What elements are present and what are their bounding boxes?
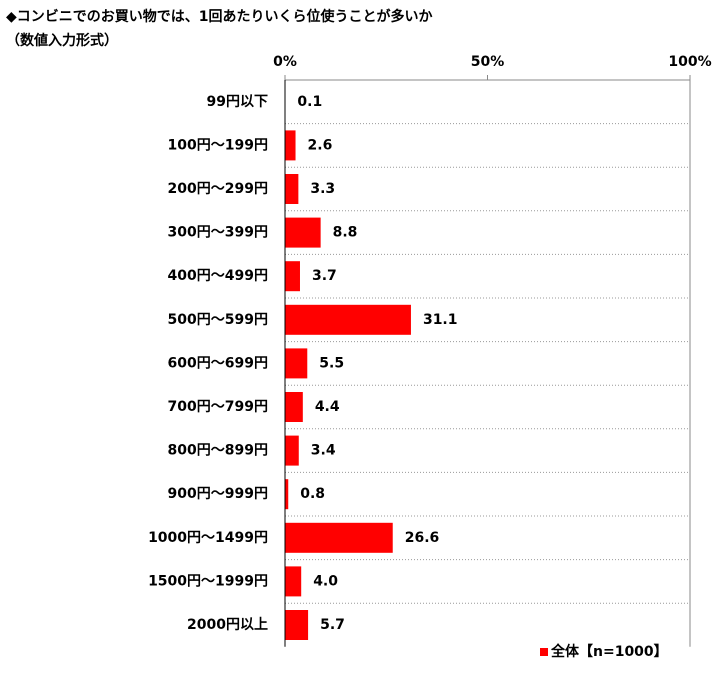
y-tick-label: 2000円以上 [187, 617, 268, 633]
value-label: 31.1 [423, 312, 458, 328]
y-tick-label: 300円～399円 [168, 225, 268, 241]
value-label: 0.8 [300, 486, 325, 502]
x-tick-label: 0% [273, 54, 297, 70]
bar [285, 522, 393, 553]
bar [285, 348, 308, 379]
value-label: 3.3 [310, 181, 335, 197]
chart-title: ◆コンビニでのお買い物では、1回あたりいくら位使うことが多いか [6, 8, 433, 25]
y-tick-label: 100円～199円 [168, 137, 268, 153]
y-tick-label: 900円～999円 [168, 486, 268, 502]
bar [285, 174, 299, 204]
y-tick-label: 1500円～1999円 [148, 573, 268, 589]
value-label: 8.8 [333, 225, 358, 241]
y-tick-label: 400円～499円 [168, 268, 268, 284]
value-label: 26.6 [405, 530, 440, 546]
value-label: 4.4 [315, 399, 340, 415]
bar [285, 304, 411, 335]
y-tick-label: 800円～899円 [168, 443, 268, 459]
value-label: 3.7 [312, 268, 337, 284]
value-label: 5.7 [320, 617, 345, 633]
y-tick-label: 200円～299円 [168, 181, 268, 197]
bar [285, 261, 300, 292]
x-tick-label: 50% [471, 54, 505, 70]
value-label: 0.1 [297, 94, 322, 110]
y-tick-label: 99円以下 [207, 94, 268, 110]
bar [285, 479, 289, 510]
bar [285, 130, 296, 161]
bar [285, 610, 309, 640]
legend-swatch [540, 648, 548, 656]
y-tick-label: 500円～599円 [168, 312, 268, 328]
y-tick-label: 600円～699円 [168, 355, 268, 371]
value-label: 4.0 [313, 573, 338, 589]
bar [285, 217, 321, 248]
y-tick-label: 700円～799円 [168, 399, 268, 415]
x-tick-label: 100% [668, 54, 711, 70]
value-label: 2.6 [308, 137, 333, 153]
chart-subtitle: （数値入力形式） [6, 32, 118, 49]
legend-label: 全体【n=1000】 [550, 643, 668, 660]
bar [285, 566, 302, 597]
y-tick-label: 1000円～1499円 [148, 530, 268, 546]
bar [285, 392, 303, 422]
value-label: 5.5 [319, 355, 344, 371]
bar [285, 435, 299, 466]
value-label: 3.4 [311, 443, 336, 459]
